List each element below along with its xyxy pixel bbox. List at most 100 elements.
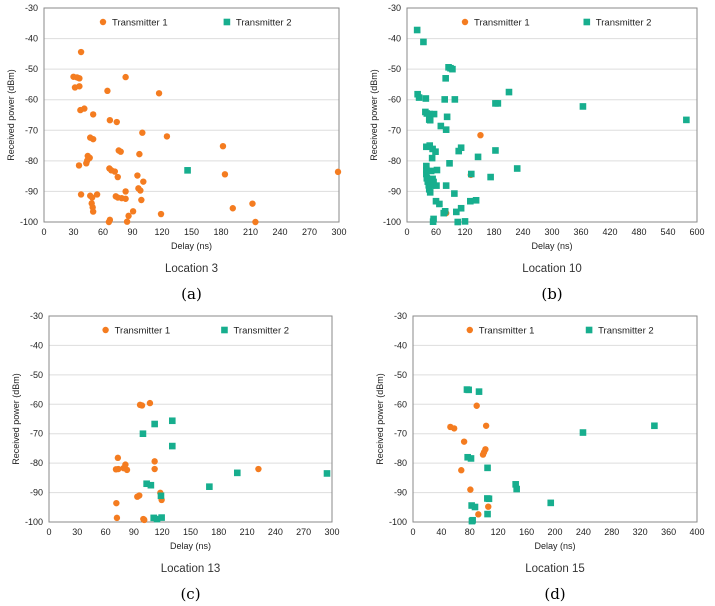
x-tick-label: 150 — [183, 527, 198, 537]
x-tick-label: 420 — [602, 227, 617, 237]
data-point-transmitter-2 — [414, 90, 421, 98]
data-point-transmitter-2 — [467, 170, 475, 178]
data-point-transmitter-2 — [184, 167, 191, 174]
data-point-transmitter-2 — [464, 453, 471, 461]
data-point-transmitter-2 — [487, 173, 494, 181]
data-point-transmitter-1 — [479, 451, 487, 458]
legend-marker-transmitter-1 — [102, 326, 109, 334]
x-tick-label: 270 — [302, 227, 317, 237]
y-tick-label: -60 — [25, 95, 38, 105]
x-tick-label: 40 — [436, 527, 446, 537]
data-point-transmitter-2 — [150, 514, 158, 522]
data-point-transmitter-1 — [122, 73, 129, 81]
data-point-transmitter-2 — [153, 515, 161, 523]
x-tick-label: 300 — [324, 527, 339, 537]
data-point-transmitter-1 — [139, 129, 146, 136]
panel-label: (b) — [541, 285, 562, 303]
x-tick-label: 120 — [154, 227, 169, 237]
y-tick-label: -50 — [25, 64, 38, 74]
data-point-transmitter-2 — [426, 142, 434, 149]
y-tick-label: -100 — [25, 517, 43, 527]
x-tick-label: 90 — [127, 227, 137, 237]
y-axis-label: Received power (dBm) — [369, 69, 379, 161]
data-point-transmitter-2 — [143, 480, 150, 488]
data-point-transmitter-2 — [579, 429, 587, 436]
data-point-transmitter-2 — [433, 166, 441, 174]
x-tick-label: 0 — [41, 227, 46, 237]
data-point-transmitter-2 — [513, 165, 521, 172]
chart-title: Location 3 — [165, 263, 218, 275]
data-point-transmitter-2 — [469, 516, 476, 524]
data-point-transmitter-2 — [475, 388, 483, 395]
data-point-transmitter-1 — [77, 48, 85, 56]
data-point-transmitter-1 — [114, 454, 122, 462]
legend-label: Transmitter 1 — [479, 326, 535, 337]
panel-label: (d) — [544, 585, 565, 603]
data-point-transmitter-1 — [138, 196, 145, 204]
data-point-transmitter-2 — [428, 154, 436, 162]
data-point-transmitter-2 — [233, 469, 241, 477]
data-point-transmitter-1 — [104, 87, 111, 95]
data-point-transmitter-1 — [89, 208, 97, 215]
legend-marker-transmitter-2 — [223, 18, 231, 26]
data-point-transmitter-2 — [651, 422, 658, 430]
data-point-transmitter-2 — [512, 481, 519, 488]
x-axis-label: Delay (ns) — [531, 241, 572, 251]
data-point-transmitter-1 — [229, 205, 236, 212]
y-tick-label: -100 — [383, 217, 401, 227]
legend-label: Transmitter 2 — [596, 18, 652, 29]
x-tick-label: 150 — [184, 227, 199, 237]
data-point-transmitter-2 — [457, 204, 465, 212]
y-tick-label: -50 — [388, 64, 401, 74]
x-tick-label: 60 — [98, 227, 108, 237]
data-point-transmitter-2 — [505, 88, 513, 96]
x-tick-label: 400 — [689, 527, 704, 537]
y-tick-label: -40 — [388, 34, 401, 44]
plot-frame — [43, 7, 340, 223]
data-point-transmitter-2 — [423, 170, 430, 178]
data-point-transmitter-2 — [427, 167, 435, 175]
y-tick-label: -80 — [25, 156, 38, 166]
x-tick-label: 180 — [211, 527, 226, 537]
data-point-transmitter-1 — [93, 191, 101, 198]
data-point-transmitter-2 — [430, 178, 437, 186]
y-tick-label: -80 — [30, 458, 43, 468]
data-point-transmitter-2 — [484, 464, 491, 472]
data-point-transmitter-2 — [442, 126, 450, 133]
legend-marker-transmitter-2 — [585, 326, 593, 334]
data-point-transmitter-1 — [89, 135, 97, 143]
y-tick-label: -60 — [394, 399, 407, 409]
data-point-transmitter-2 — [467, 455, 475, 462]
data-point-transmitter-1 — [151, 458, 158, 465]
data-point-transmitter-2 — [453, 208, 460, 216]
x-tick-label: 360 — [573, 227, 588, 237]
y-tick-label: -90 — [30, 488, 43, 498]
data-point-transmitter-1 — [221, 171, 229, 178]
data-point-transmitter-1 — [163, 133, 171, 140]
data-point-transmitter-2 — [442, 75, 449, 82]
y-tick-label: -90 — [394, 488, 407, 498]
plot-frame — [48, 315, 333, 523]
data-point-transmitter-1 — [252, 218, 259, 226]
x-tick-label: 30 — [72, 527, 82, 537]
data-point-transmitter-2 — [494, 100, 502, 107]
legend-marker-transmitter-1 — [466, 326, 473, 334]
data-point-transmitter-2 — [420, 38, 427, 46]
data-point-transmitter-1 — [485, 503, 492, 510]
data-point-transmitter-1 — [113, 499, 120, 507]
x-axis-label: Delay (ns) — [171, 241, 212, 251]
legend-marker-transmitter-1 — [461, 18, 469, 26]
data-point-transmitter-2 — [413, 26, 421, 34]
data-point-transmitter-1 — [157, 210, 165, 218]
data-point-transmitter-1 — [125, 212, 132, 220]
data-point-transmitter-1 — [115, 465, 122, 473]
chart-title: Location 15 — [525, 563, 584, 575]
legend-marker-transmitter-2 — [583, 18, 591, 26]
x-tick-label: 0 — [410, 527, 415, 537]
plot-frame — [406, 7, 698, 223]
x-tick-label: 200 — [547, 527, 562, 537]
data-point-transmitter-1 — [475, 511, 482, 518]
data-point-transmitter-1 — [458, 467, 465, 474]
